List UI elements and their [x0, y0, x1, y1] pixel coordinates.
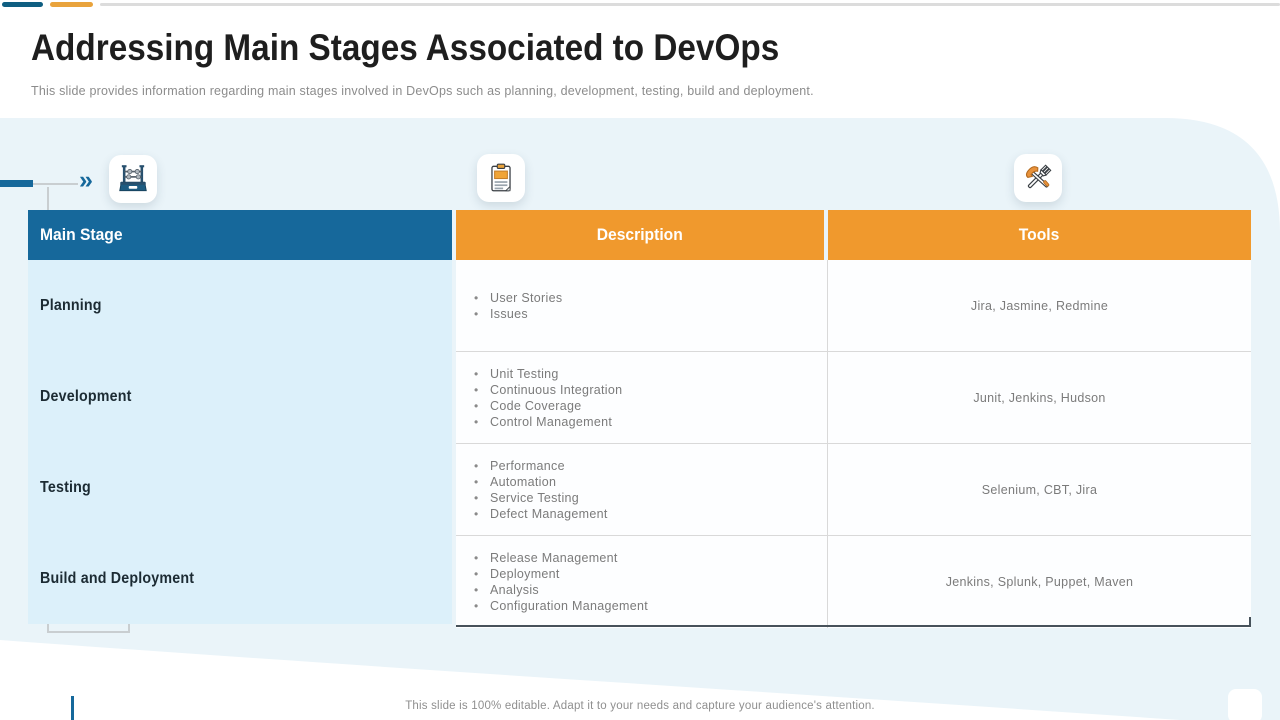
connector-teal-bar [0, 180, 33, 187]
description-cell: PerformanceAutomationService TestingDefe… [456, 444, 827, 536]
column-header-label: Main Stage [40, 225, 123, 244]
double-chevron-icon: » [79, 166, 93, 194]
top-teal-bar [2, 2, 43, 7]
description-bullet: Deployment [470, 566, 648, 582]
description-bullet: Release Management [470, 550, 648, 566]
description-bullet: Issues [470, 306, 562, 322]
description-bullet: Control Management [470, 414, 622, 430]
stage-cell: Testing [28, 442, 452, 533]
description-column: User StoriesIssues Unit TestingContinuous… [456, 260, 827, 628]
column-header-description: Description [456, 210, 824, 260]
description-bullet: Continuous Integration [470, 382, 622, 398]
description-bullet: User Stories [470, 290, 562, 306]
top-orange-bar [50, 2, 93, 7]
hammer-wrench-icon [1025, 164, 1052, 189]
stage-column: Planning Development Testing Build and Depl… [28, 260, 452, 624]
stage-icon-card [109, 155, 157, 203]
tools-column: Jira, Jasmine, Redmine Junit, Jenkins, Hu… [827, 260, 1251, 628]
connector-line-horizontal [33, 183, 78, 185]
table-bottom-rule-tick [1249, 617, 1251, 627]
description-bullet-list: User StoriesIssues [470, 290, 562, 322]
column-header-main-stage: Main Stage [28, 210, 452, 260]
connector-line-bottom [47, 631, 130, 633]
description-bullet: Configuration Management [470, 598, 648, 614]
description-cell: User StoriesIssues [456, 260, 827, 352]
stage-cell: Build and Deployment [28, 533, 452, 624]
description-bullet-list: Unit TestingContinuous IntegrationCode C… [470, 366, 622, 430]
page-subtitle: This slide provides information regardin… [31, 84, 814, 98]
abacus-icon [119, 165, 147, 192]
stage-label: Development [40, 387, 132, 405]
page-title: Addressing Main Stages Associated to Dev… [31, 27, 780, 68]
column-header-label: Description [596, 225, 684, 244]
tools-cell: Selenium, CBT, Jira [828, 444, 1251, 536]
description-bullet-list: Release ManagementDeploymentAnalysisConf… [470, 550, 648, 614]
description-bullet: Automation [470, 474, 608, 490]
description-bullet: Service Testing [470, 490, 608, 506]
stage-label: Testing [40, 478, 91, 496]
description-bullet: Analysis [470, 582, 648, 598]
description-bullet: Defect Management [470, 506, 608, 522]
description-bullet: Code Coverage [470, 398, 622, 414]
description-cell: Release ManagementDeploymentAnalysisConf… [456, 536, 827, 628]
tools-icon-card [1014, 154, 1062, 202]
tools-cell: Junit, Jenkins, Hudson [828, 352, 1251, 444]
bottom-right-corner-square [1228, 689, 1262, 720]
stage-label: Planning [40, 296, 102, 314]
description-icon-card [477, 154, 525, 202]
stage-label: Build and Deployment [40, 569, 195, 587]
stage-cell: Development [28, 351, 452, 442]
description-bullet: Performance [470, 458, 608, 474]
footer-note: This slide is 100% editable. Adapt it to… [405, 700, 875, 712]
column-header-tools: Tools [828, 210, 1251, 260]
description-bullet-list: PerformanceAutomationService TestingDefe… [470, 458, 608, 522]
tools-cell: Jira, Jasmine, Redmine [828, 260, 1251, 352]
table-bottom-rule [456, 625, 1251, 627]
description-bullet: Unit Testing [470, 366, 622, 382]
bottom-teal-tick [71, 696, 74, 720]
clipboard-icon [491, 163, 511, 192]
column-header-label: Tools [1019, 225, 1060, 244]
tools-cell: Jenkins, Splunk, Puppet, Maven [945, 575, 1134, 589]
description-cell: Unit TestingContinuous IntegrationCode C… [456, 352, 827, 444]
stage-cell: Planning [28, 260, 452, 351]
top-gray-rule [100, 3, 1280, 6]
